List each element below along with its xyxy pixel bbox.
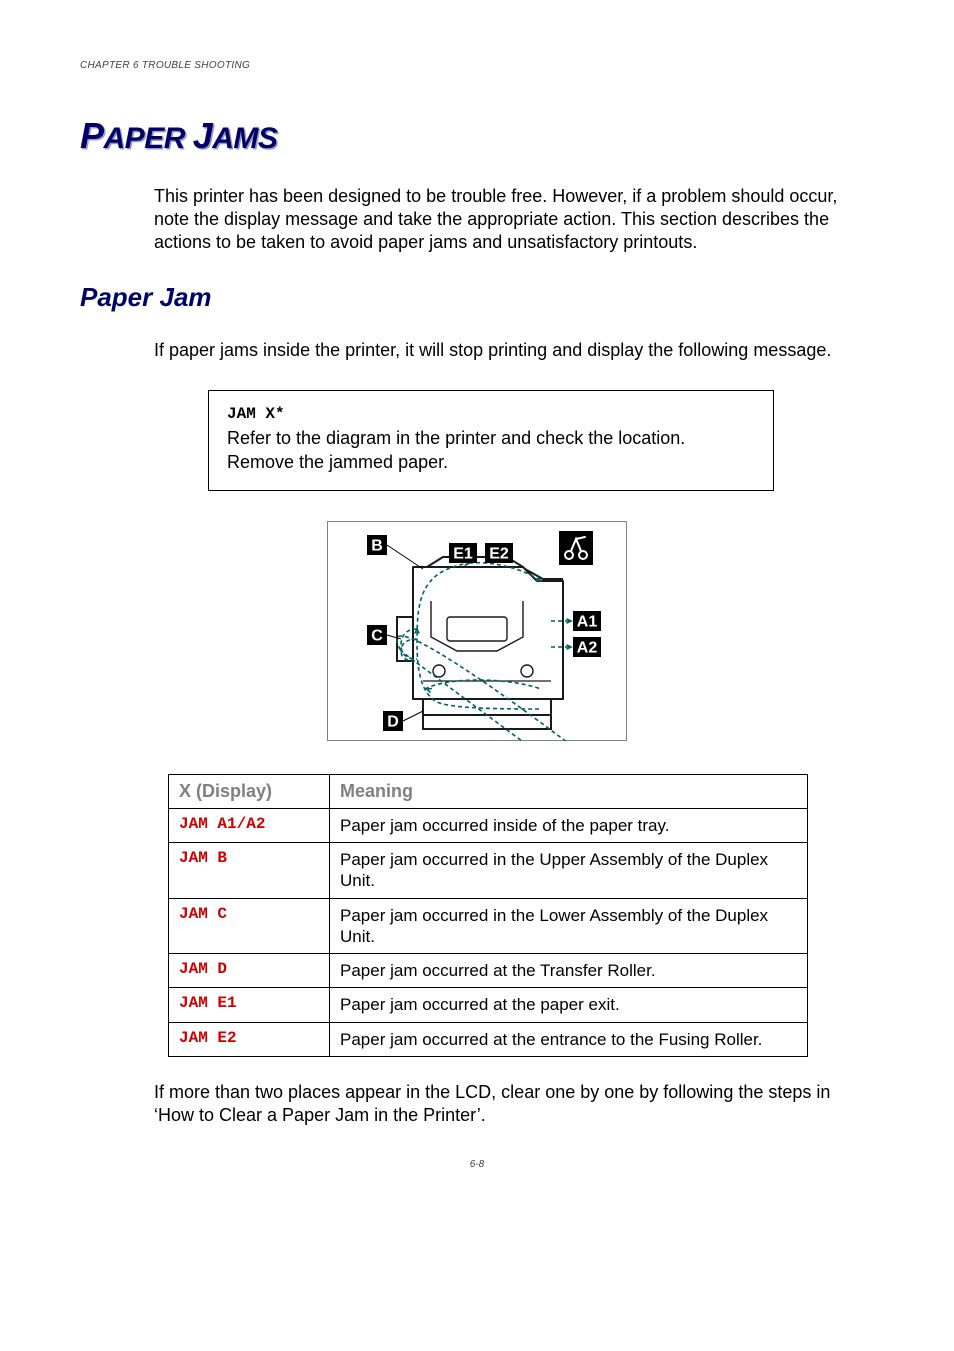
callout-box: JAM X* Refer to the diagram in the print… <box>208 390 774 491</box>
table-head-meaning: Meaning <box>330 774 808 808</box>
jam-meaning: Paper jam occurred at the Transfer Rolle… <box>330 954 808 988</box>
chapter-header: CHAPTER 6 TROUBLE SHOOTING <box>80 60 874 71</box>
jam-code: JAM B <box>169 843 330 899</box>
jam-code: JAM C <box>169 898 330 954</box>
jam-meaning: Paper jam occurred at the paper exit. <box>330 988 808 1022</box>
intro-paragraph: This printer has been designed to be tro… <box>154 185 864 254</box>
table-row: JAM E1Paper jam occurred at the paper ex… <box>169 988 808 1022</box>
callout-code: JAM X* <box>227 405 755 423</box>
table-row: JAM E2Paper jam occurred at the entrance… <box>169 1022 808 1056</box>
page-number: 6-8 <box>80 1159 874 1170</box>
sub-title: Paper Jam <box>80 282 874 313</box>
sub-intro-paragraph: If paper jams inside the printer, it wil… <box>154 339 864 362</box>
main-title: PAPER JAMS <box>80 115 874 157</box>
jam-table: X (Display) Meaning JAM A1/A2Paper jam o… <box>168 774 808 1057</box>
jam-meaning: Paper jam occurred in the Upper Assembly… <box>330 843 808 899</box>
callout-text: Refer to the diagram in the printer and … <box>227 427 755 474</box>
closing-paragraph: If more than two places appear in the LC… <box>154 1081 864 1127</box>
jam-code: JAM E1 <box>169 988 330 1022</box>
table-row: JAM A1/A2Paper jam occurred inside of th… <box>169 808 808 842</box>
svg-text:A1: A1 <box>577 614 598 631</box>
jam-code: JAM E2 <box>169 1022 330 1056</box>
table-row: JAM DPaper jam occurred at the Transfer … <box>169 954 808 988</box>
svg-text:D: D <box>387 714 399 731</box>
printer-diagram: B E1 E2 C A1 A2 D <box>327 521 627 741</box>
table-row: JAM CPaper jam occurred in the Lower Ass… <box>169 898 808 954</box>
table-row: JAM BPaper jam occurred in the Upper Ass… <box>169 843 808 899</box>
diagram-wrap: B E1 E2 C A1 A2 D <box>80 521 874 746</box>
svg-text:C: C <box>371 628 383 645</box>
jam-meaning: Paper jam occurred at the entrance to th… <box>330 1022 808 1056</box>
jam-meaning: Paper jam occurred in the Lower Assembly… <box>330 898 808 954</box>
jam-code: JAM A1/A2 <box>169 808 330 842</box>
page: CHAPTER 6 TROUBLE SHOOTING PAPER JAMS Th… <box>0 0 954 1210</box>
jam-code: JAM D <box>169 954 330 988</box>
svg-text:B: B <box>371 538 383 555</box>
svg-text:E2: E2 <box>489 546 509 563</box>
table-head-display: X (Display) <box>169 774 330 808</box>
jam-meaning: Paper jam occurred inside of the paper t… <box>330 808 808 842</box>
svg-text:E1: E1 <box>453 546 473 563</box>
svg-text:A2: A2 <box>577 640 598 657</box>
